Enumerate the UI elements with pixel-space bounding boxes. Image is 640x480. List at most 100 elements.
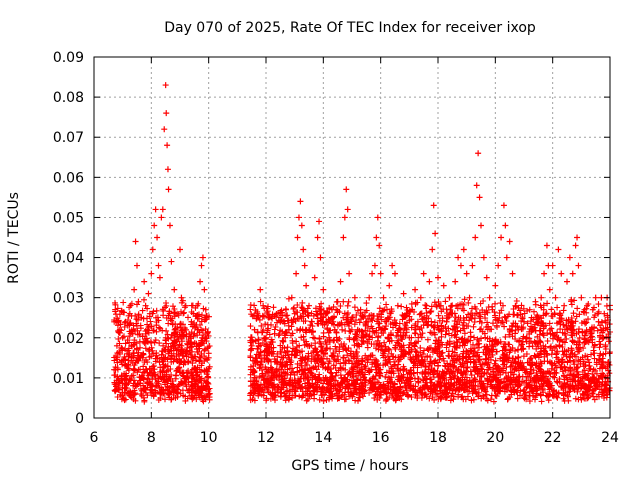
roti-point — [164, 166, 171, 173]
roti-point — [344, 206, 351, 213]
x-tick-label: 10 — [200, 430, 218, 446]
x-tick-label: 18 — [429, 430, 447, 446]
roti-point — [274, 358, 281, 365]
roti-point — [406, 334, 413, 341]
roti-point — [123, 350, 130, 357]
roti-point — [357, 306, 364, 313]
roti-point — [341, 214, 348, 221]
x-tick-label: 20 — [486, 430, 504, 446]
roti-point — [346, 270, 353, 277]
x-tick-label: 8 — [147, 430, 156, 446]
roti-point — [377, 270, 384, 277]
roti-point — [163, 110, 170, 117]
roti-point — [463, 270, 470, 277]
roti-point — [129, 330, 136, 337]
roti-point — [142, 302, 149, 309]
roti-point — [258, 358, 265, 365]
roti-point — [578, 294, 585, 301]
roti-point — [149, 246, 156, 253]
roti-point — [113, 342, 120, 349]
roti-point — [136, 338, 143, 345]
roti-point — [566, 254, 573, 261]
roti-point — [204, 330, 211, 337]
roti-point — [480, 254, 487, 261]
roti-point — [177, 246, 183, 253]
roti-point — [112, 366, 119, 373]
roti-point — [363, 318, 370, 325]
roti-point — [297, 198, 304, 205]
roti-point — [121, 370, 128, 377]
y-tick-label: 0 — [75, 411, 84, 427]
roti-point — [141, 278, 148, 285]
roti-point — [138, 314, 145, 321]
roti-point — [572, 242, 579, 249]
roti-point — [126, 310, 133, 317]
roti-point — [360, 338, 367, 345]
roti-point — [552, 294, 559, 301]
roti-point — [159, 206, 166, 213]
y-tick-label: 0.07 — [53, 130, 84, 146]
roti-point — [277, 318, 284, 325]
x-tick-label: 14 — [314, 430, 332, 446]
roti-point — [298, 222, 305, 229]
roti-point — [188, 318, 195, 325]
roti-point — [500, 202, 507, 209]
roti-point — [440, 282, 447, 289]
roti-point — [179, 326, 186, 333]
roti-point — [185, 338, 192, 345]
roti-point — [601, 310, 608, 317]
roti-point — [132, 238, 139, 245]
roti-point — [197, 278, 204, 285]
roti-point — [586, 326, 593, 333]
roti-point — [394, 302, 401, 309]
roti-point — [354, 326, 361, 333]
roti-point — [457, 262, 464, 269]
roti-point — [152, 206, 159, 213]
roti-point — [271, 330, 278, 337]
x-tick-label: 22 — [544, 430, 562, 446]
roti-point — [595, 318, 602, 325]
roti-point — [472, 234, 479, 241]
y-axis-label: ROTI / TECUs — [6, 192, 22, 284]
roti-point — [558, 270, 565, 277]
roti-point — [495, 262, 502, 269]
roti-point — [174, 310, 181, 317]
roti-point — [156, 274, 163, 281]
roti-point — [161, 126, 168, 133]
roti-point — [503, 254, 510, 261]
roti-point — [498, 234, 505, 241]
roti-point — [144, 326, 151, 333]
tick-label-layer: 6 8 10 12 14 16 18 20 22 24 0 0.01 0.02 0.03 0.04 0.05 0… — [53, 50, 619, 446]
roti-point — [343, 186, 350, 193]
roti-point — [569, 270, 576, 277]
roti-point — [166, 222, 173, 229]
roti-point — [303, 282, 310, 289]
roti-point — [337, 278, 344, 285]
roti-point — [423, 302, 430, 309]
roti-point — [502, 222, 509, 229]
roti-point — [509, 270, 516, 277]
roti-points-layer — [112, 82, 613, 389]
roti-point — [182, 302, 189, 309]
roti-point — [314, 234, 321, 241]
roti-point — [535, 318, 542, 325]
roti-point — [543, 242, 550, 249]
roti-point — [316, 218, 323, 225]
roti-point — [412, 286, 419, 293]
roti-point — [164, 142, 171, 149]
roti-point — [389, 262, 396, 269]
roti-point — [432, 230, 439, 237]
roti-point — [400, 290, 407, 297]
roti-point — [151, 222, 158, 229]
y-tick-label: 0.02 — [53, 331, 84, 347]
roti-point — [574, 234, 581, 241]
roti-point — [371, 262, 378, 269]
roti-point — [443, 318, 450, 325]
roti-point — [300, 246, 307, 253]
x-tick-label: 6 — [90, 430, 99, 446]
roti-point — [134, 262, 140, 269]
roti-point — [198, 262, 205, 269]
roti-point — [135, 298, 142, 305]
roti-point — [125, 362, 132, 369]
roti-point — [255, 342, 262, 349]
